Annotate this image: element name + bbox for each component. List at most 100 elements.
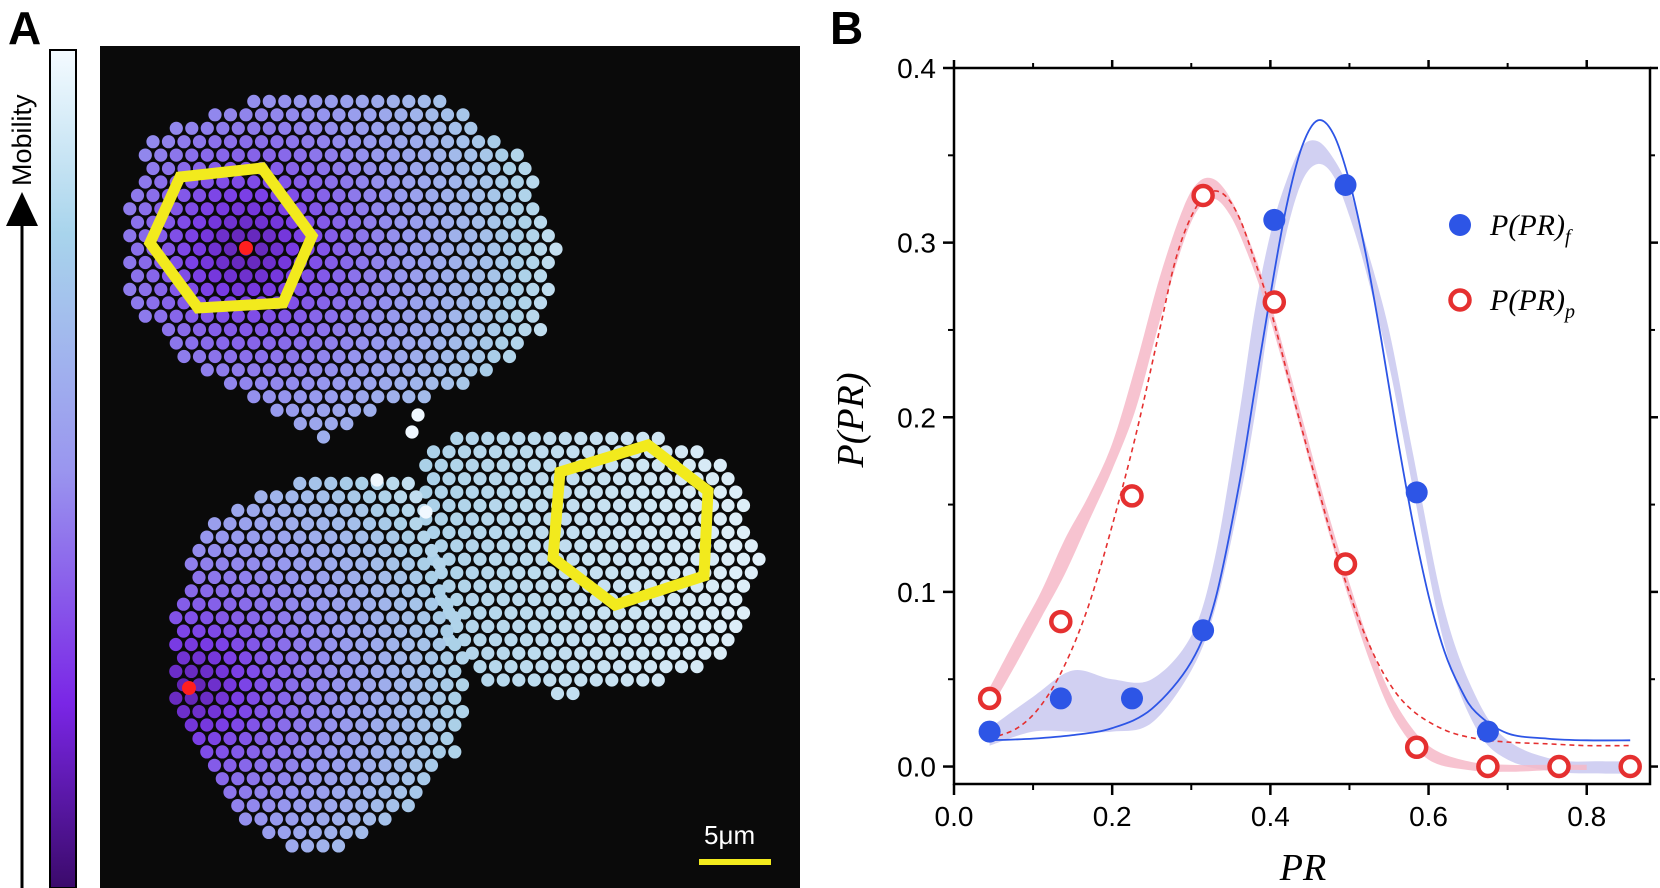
legend-marker-1	[1448, 288, 1472, 312]
particle	[690, 660, 704, 674]
particle	[169, 148, 183, 162]
particle	[316, 839, 330, 853]
particle	[440, 323, 455, 337]
particle	[332, 403, 346, 417]
particle	[698, 458, 712, 472]
particle	[331, 839, 346, 853]
particle	[300, 570, 315, 585]
particle	[698, 619, 712, 634]
particle	[332, 323, 346, 337]
particle	[448, 745, 462, 759]
particle	[386, 691, 400, 705]
particle	[300, 839, 315, 853]
particle	[721, 579, 735, 593]
particle	[324, 476, 338, 490]
particle	[192, 543, 206, 558]
particle	[612, 552, 627, 566]
particle	[386, 476, 400, 490]
particle	[238, 705, 253, 719]
particle	[332, 161, 346, 176]
particle	[301, 108, 315, 122]
particle	[566, 472, 580, 486]
particle	[200, 282, 214, 296]
particle	[362, 678, 377, 692]
particle	[488, 606, 503, 620]
particle	[324, 94, 338, 108]
particle	[262, 691, 276, 705]
y-tick-label: 0.3	[897, 228, 936, 259]
particle	[667, 619, 681, 634]
particle	[239, 269, 253, 283]
particle	[370, 691, 384, 705]
particle	[455, 678, 470, 692]
particle	[558, 431, 572, 445]
particle	[316, 812, 330, 826]
particle	[362, 490, 377, 504]
particle	[581, 606, 596, 620]
particle	[457, 525, 472, 540]
particle	[543, 566, 557, 580]
particle	[440, 215, 455, 229]
particle	[417, 772, 431, 786]
particle	[293, 664, 307, 679]
particle	[705, 633, 720, 647]
particle	[566, 579, 580, 593]
particle	[309, 336, 323, 350]
particle	[405, 425, 419, 439]
particle	[269, 570, 284, 585]
particle	[533, 215, 548, 229]
particle	[566, 686, 580, 701]
legend-label-main: P(PR)	[1489, 209, 1565, 242]
particle	[519, 552, 534, 566]
particle	[355, 202, 369, 216]
particle	[393, 678, 408, 692]
particle	[455, 705, 470, 719]
particle	[605, 539, 619, 553]
particle	[417, 530, 431, 544]
particle	[674, 660, 689, 674]
particle	[510, 148, 524, 162]
particle	[277, 584, 291, 598]
particle	[262, 94, 276, 108]
fit-curves	[989, 119, 1631, 747]
particle	[386, 611, 400, 625]
particle	[347, 161, 362, 176]
particle	[504, 660, 518, 674]
particle	[339, 530, 353, 544]
particle	[488, 660, 503, 674]
particle	[207, 597, 222, 611]
particle	[527, 592, 541, 607]
particle	[355, 557, 369, 571]
particle	[339, 476, 353, 490]
particle	[620, 512, 634, 526]
particle	[216, 202, 230, 216]
particle	[269, 543, 284, 558]
particle	[401, 503, 415, 517]
x-tick-label: 0.2	[1093, 801, 1132, 832]
particle	[386, 336, 400, 350]
particle	[355, 175, 369, 189]
particle	[340, 255, 354, 270]
particle	[277, 503, 291, 517]
particle	[254, 731, 268, 746]
particle	[316, 624, 330, 638]
particle	[370, 745, 384, 759]
particle	[293, 94, 307, 108]
particle	[339, 611, 353, 625]
particle	[667, 539, 681, 553]
particle	[502, 215, 517, 229]
particle	[215, 745, 229, 759]
particle	[401, 557, 415, 571]
x-axis-title: PR	[1279, 847, 1326, 888]
particle	[293, 476, 307, 490]
y-tick-label: 0.2	[897, 402, 936, 433]
particle	[269, 490, 284, 504]
particle	[550, 660, 565, 674]
particle	[355, 664, 369, 679]
particle	[433, 121, 447, 135]
particle	[300, 785, 315, 799]
particle	[355, 229, 369, 243]
particle	[473, 579, 487, 593]
particle	[247, 202, 261, 216]
particle	[246, 557, 260, 571]
